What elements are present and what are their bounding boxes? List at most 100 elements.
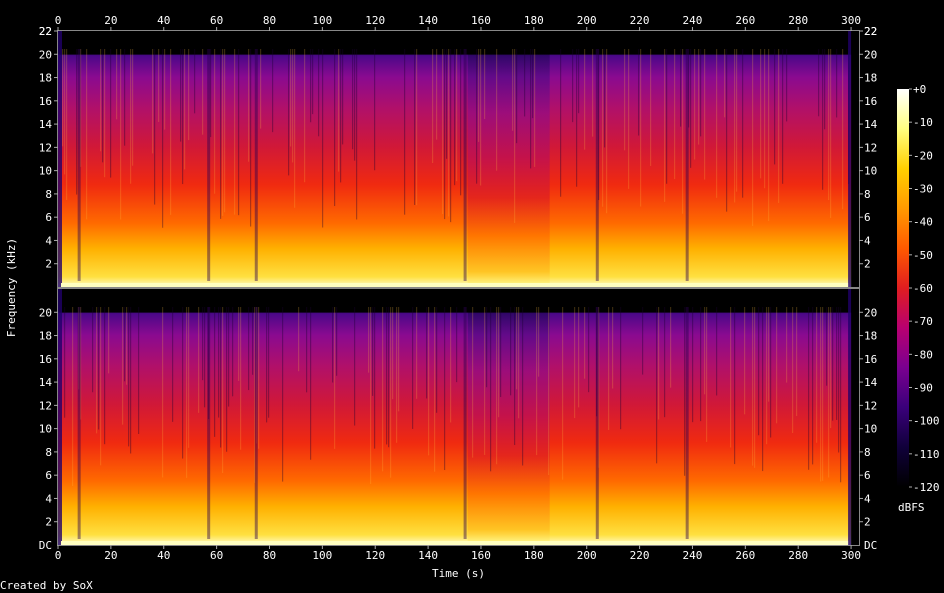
- streak: [78, 307, 80, 390]
- x-tick-label-top: 280: [788, 14, 808, 27]
- y-tick-label: 22: [39, 25, 52, 38]
- start-edge: [58, 289, 62, 545]
- end-edge: [848, 31, 852, 287]
- streak: [92, 307, 94, 393]
- streak: [368, 307, 370, 373]
- end-edge: [848, 289, 852, 545]
- streak: [562, 307, 564, 480]
- streak: [234, 49, 236, 215]
- streak: [560, 49, 562, 197]
- streak: [370, 307, 372, 484]
- y-tick-label: 10: [39, 423, 52, 436]
- y-tick-label-right: 20: [864, 48, 877, 61]
- streak: [694, 49, 696, 160]
- streak: [762, 307, 764, 472]
- streak: [306, 307, 308, 393]
- x-tick-label-bottom: 140: [418, 549, 438, 562]
- streak: [354, 307, 356, 426]
- streak: [512, 49, 514, 131]
- streak: [828, 307, 830, 478]
- y-tick-label-dc: DC: [39, 539, 52, 552]
- streak: [130, 307, 132, 454]
- y-tick-label-dc-right: DC: [864, 539, 877, 552]
- streak: [584, 307, 586, 379]
- streak: [450, 49, 452, 223]
- colorbar-tick-label: -50: [913, 249, 933, 262]
- streak: [444, 49, 446, 220]
- streak: [826, 307, 828, 386]
- streak: [298, 307, 300, 372]
- x-tick-label-top: 0: [55, 14, 62, 27]
- streak: [188, 49, 190, 141]
- streak: [444, 307, 446, 471]
- streak: [222, 307, 224, 474]
- streak: [292, 49, 294, 163]
- streak: [390, 307, 392, 478]
- low-freq-band: [61, 283, 849, 287]
- streak: [638, 49, 640, 136]
- streak: [266, 307, 268, 423]
- streak: [744, 307, 746, 415]
- x-tick-label-top: 260: [735, 14, 755, 27]
- streak: [334, 49, 336, 207]
- y-tick-label: 6: [45, 211, 52, 224]
- y-tick-label: 16: [39, 353, 52, 366]
- streak: [182, 49, 184, 185]
- streak: [840, 307, 842, 483]
- y-tick-label-right: 18: [864, 72, 877, 85]
- streak: [180, 49, 182, 142]
- streak: [792, 307, 794, 433]
- y-tick-label-right: 6: [864, 211, 871, 224]
- streak: [828, 49, 830, 201]
- sox-credit: Created by SoX: [0, 579, 93, 592]
- streak: [478, 49, 480, 142]
- colorbar-tick-label: -120: [913, 481, 940, 494]
- x-tick-label-bottom: 40: [157, 549, 170, 562]
- streak: [700, 49, 702, 137]
- streak: [456, 307, 458, 383]
- streak: [238, 49, 240, 216]
- streak: [716, 307, 718, 396]
- streak: [700, 307, 702, 422]
- x-tick-label-bottom: 220: [630, 549, 650, 562]
- streak: [268, 307, 270, 418]
- streak: [574, 307, 576, 419]
- streak: [170, 49, 172, 215]
- streak: [312, 49, 314, 115]
- streak: [120, 49, 122, 220]
- streak: [382, 307, 384, 472]
- streak: [164, 49, 166, 130]
- streak: [782, 49, 784, 184]
- y-tick-label-top: 22: [39, 25, 52, 38]
- streak: [516, 307, 518, 390]
- streak: [294, 49, 296, 208]
- streak: [752, 49, 754, 227]
- streak: [842, 49, 844, 210]
- streak: [210, 49, 212, 138]
- streak: [198, 307, 200, 413]
- streak: [162, 307, 164, 478]
- streak: [398, 307, 400, 412]
- streak: [500, 307, 502, 398]
- streak: [608, 307, 610, 431]
- y-tick-label-right: 12: [864, 141, 877, 154]
- dip-marker: [207, 307, 211, 539]
- streak: [496, 307, 498, 465]
- streak: [304, 49, 306, 183]
- spectrum-band: [58, 31, 852, 287]
- x-tick-label-top: 100: [312, 14, 332, 27]
- streak: [222, 49, 224, 216]
- streak: [228, 307, 230, 407]
- y-tick-label-right: 2: [864, 258, 871, 271]
- streak: [220, 307, 222, 448]
- streak: [416, 49, 418, 206]
- streak: [416, 307, 418, 399]
- streak: [548, 307, 550, 476]
- streak: [768, 49, 770, 222]
- streak: [786, 307, 788, 383]
- colorbar-tick-label: -20: [913, 149, 933, 162]
- streak: [254, 307, 256, 483]
- streak: [704, 49, 706, 180]
- streak: [322, 49, 324, 228]
